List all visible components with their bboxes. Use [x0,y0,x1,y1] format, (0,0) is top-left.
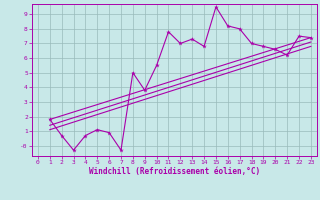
X-axis label: Windchill (Refroidissement éolien,°C): Windchill (Refroidissement éolien,°C) [89,167,260,176]
